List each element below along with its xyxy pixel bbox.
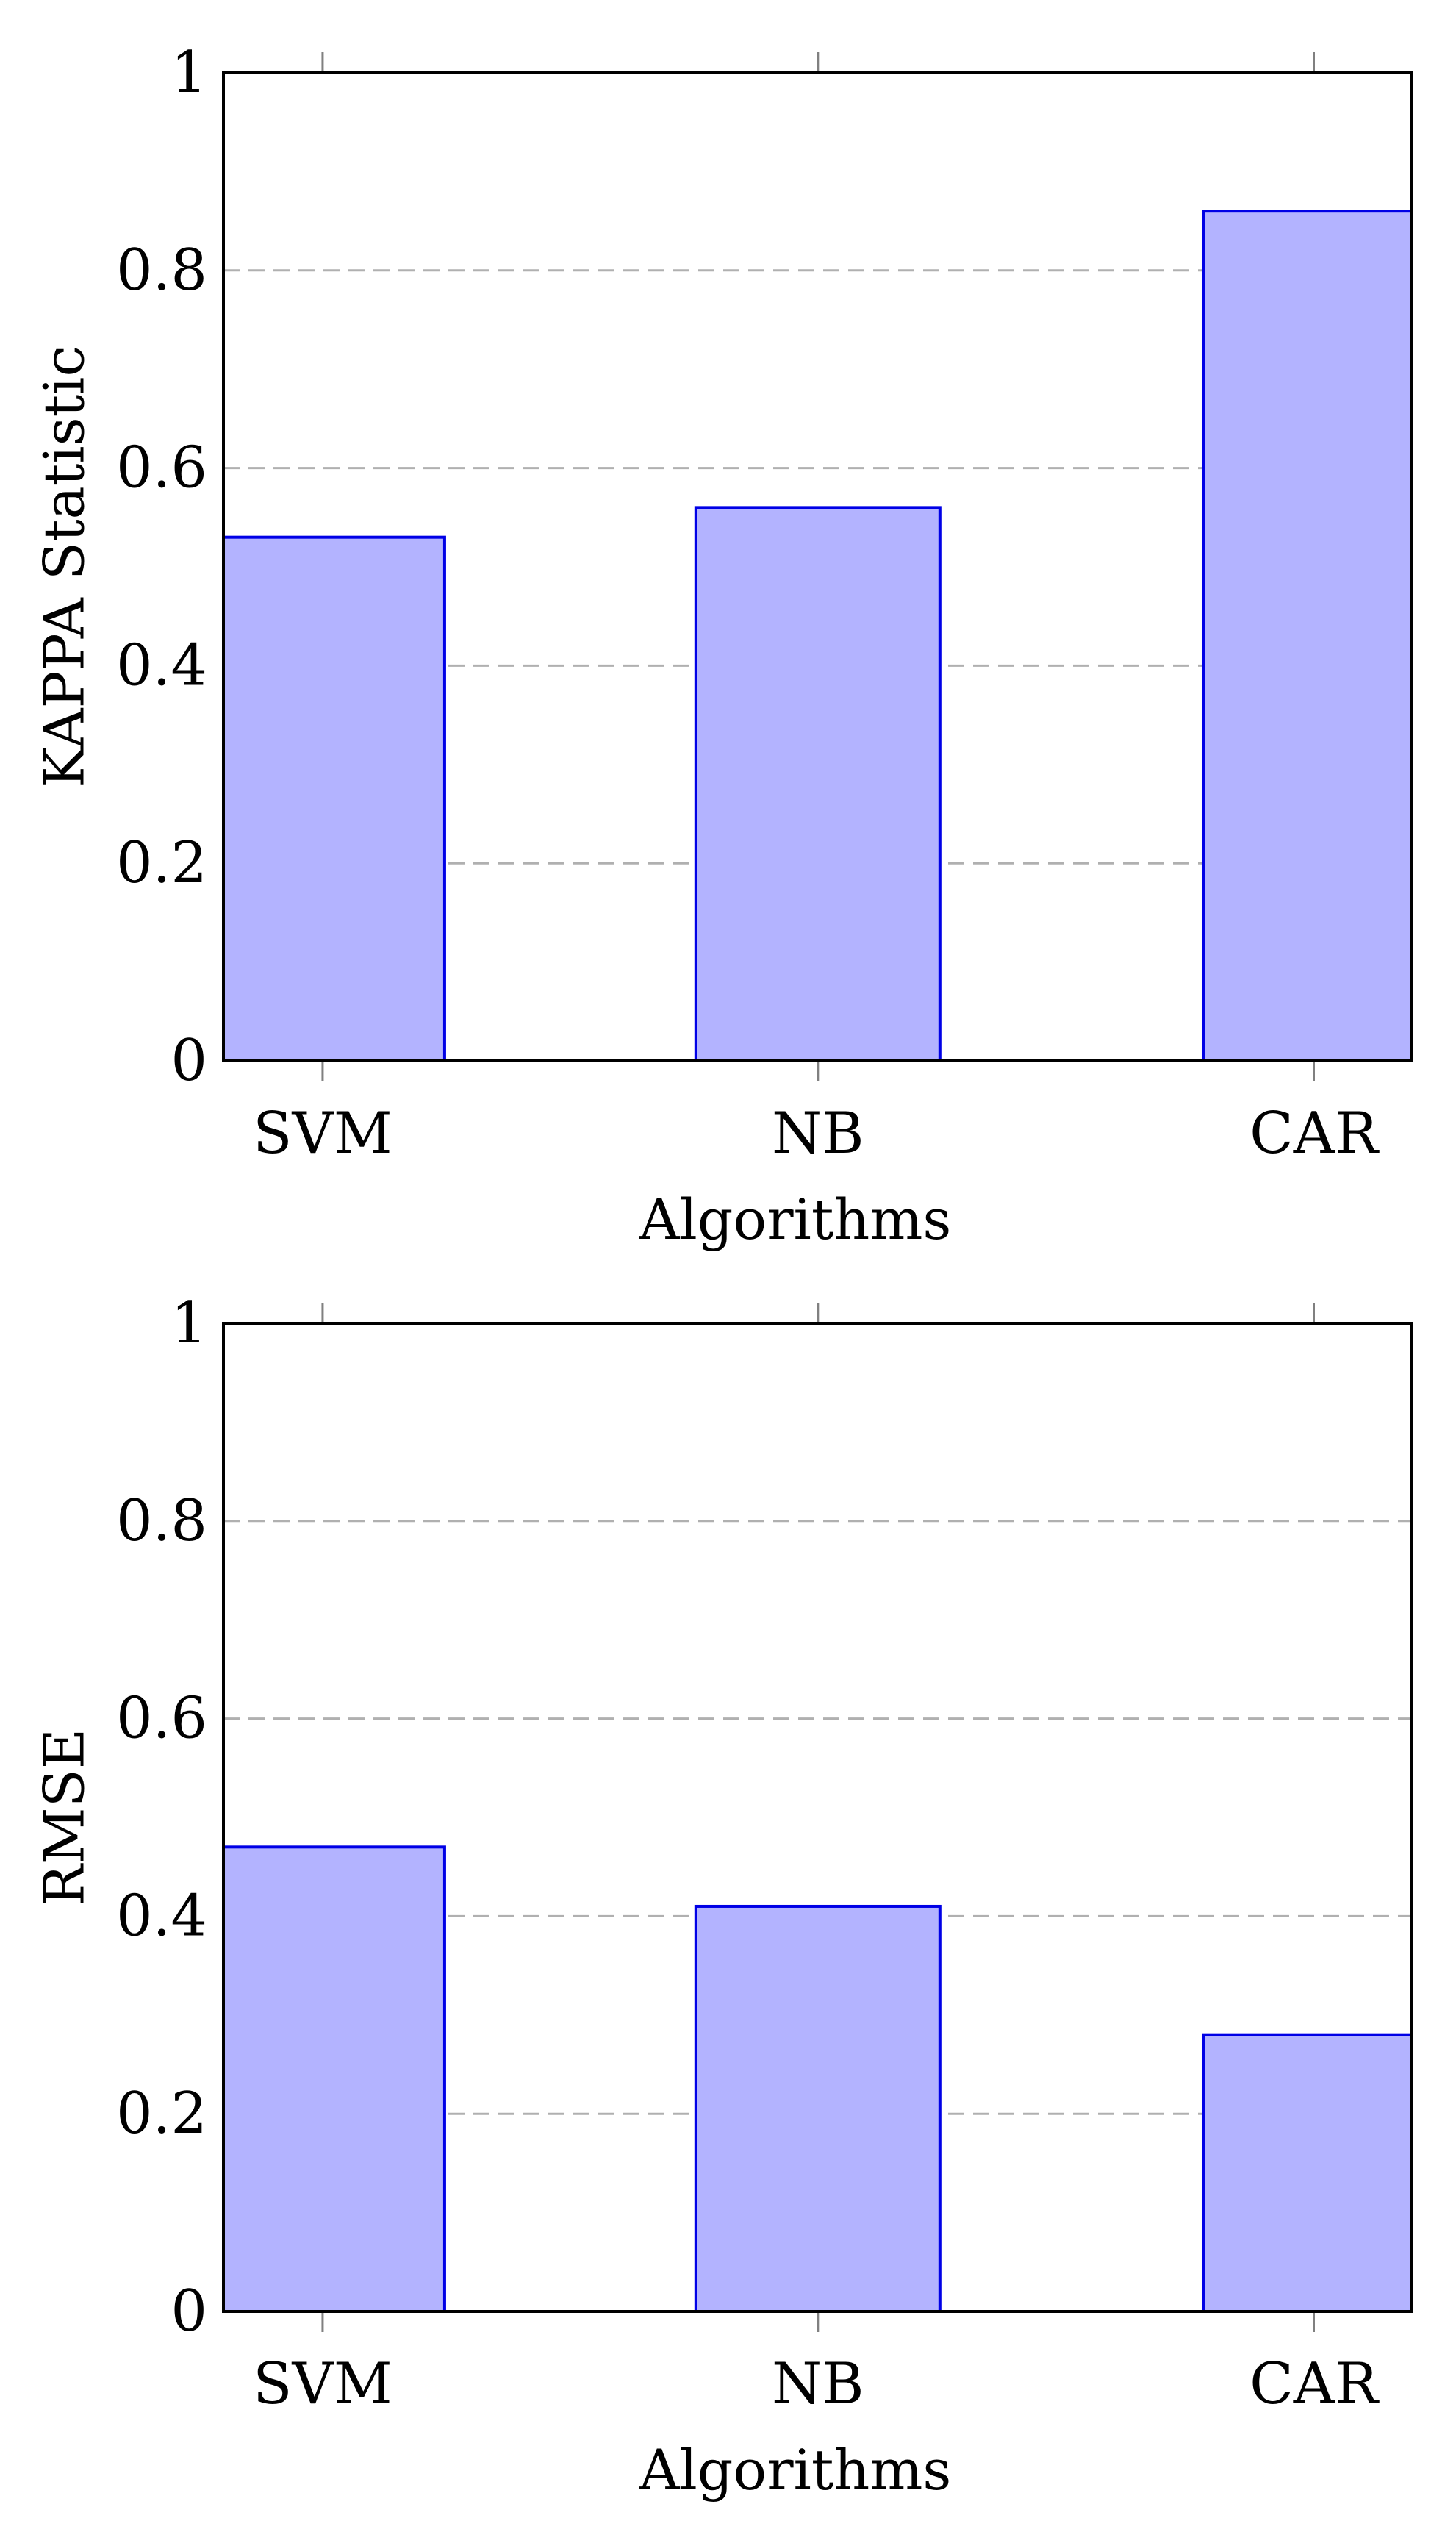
chart-kappa: SVM NB CAR 0 0.2 0.4 0.6 0.8 1 Algorithms KAPPA… [32,40,1413,1252]
chart-kappa-plot-frame [222,71,1413,1062]
rmse-ytick-label: 0.4 [116,1883,207,1949]
chart-kappa-yticks: 0 0.2 0.4 0.6 0.8 1 [116,40,207,1094]
chart-rmse-yticks: 0 0.2 0.4 0.6 0.8 1 [116,1290,207,2345]
chart-kappa-bars [222,210,1413,1062]
kappa-bar-svm [222,535,446,1062]
kappa-xtick-label: NB [772,1101,864,1167]
kappa-bar-nb [694,506,942,1062]
chart-kappa-xticks: SVM NB CAR [253,52,1380,1167]
kappa-ytick-label: 0 [171,1028,207,1094]
chart-kappa-y-axis-label: KAPPA Statistic [32,346,97,788]
rmse-xtick-label: SVM [253,2351,392,2417]
rmse-bar-car [1201,2033,1413,2313]
kappa-bar-car [1201,210,1413,1062]
chart-kappa-x-axis-label: Algorithms [639,1187,952,1252]
kappa-ytick-label: 0.8 [116,237,207,304]
chart-rmse-xticks: SVM NB CAR [253,1303,1380,2417]
chart-rmse: SVM NB CAR 0 0.2 0.4 0.6 0.8 1 Algorithms RMSE [32,1290,1413,2503]
rmse-xtick-label: NB [772,2351,864,2417]
chart-rmse-x-axis-label: Algorithms [639,2437,952,2503]
rmse-ytick-label: 0.2 [116,2081,207,2147]
rmse-ytick-label: 0 [171,2278,207,2345]
kappa-ytick-label: 1 [171,40,207,106]
rmse-ytick-label: 0.8 [116,1488,207,1554]
rmse-bar-svm [222,1845,446,2314]
rmse-xtick-label: CAR [1249,2351,1380,2417]
kappa-ytick-label: 0.2 [116,830,207,896]
rmse-ytick-label: 0.6 [116,1686,207,1752]
kappa-ytick-label: 0.4 [116,632,207,698]
chart-rmse-bars [222,1845,1413,2314]
rmse-bar-nb [694,1904,942,2313]
kappa-ytick-label: 0.6 [116,435,207,501]
kappa-xtick-label: SVM [253,1101,392,1167]
kappa-xtick-label: CAR [1249,1101,1380,1167]
chart-rmse-y-axis-label: RMSE [32,1728,97,1907]
rmse-ytick-label: 1 [171,1290,207,1356]
chart-rmse-plot-frame [222,1322,1413,2313]
